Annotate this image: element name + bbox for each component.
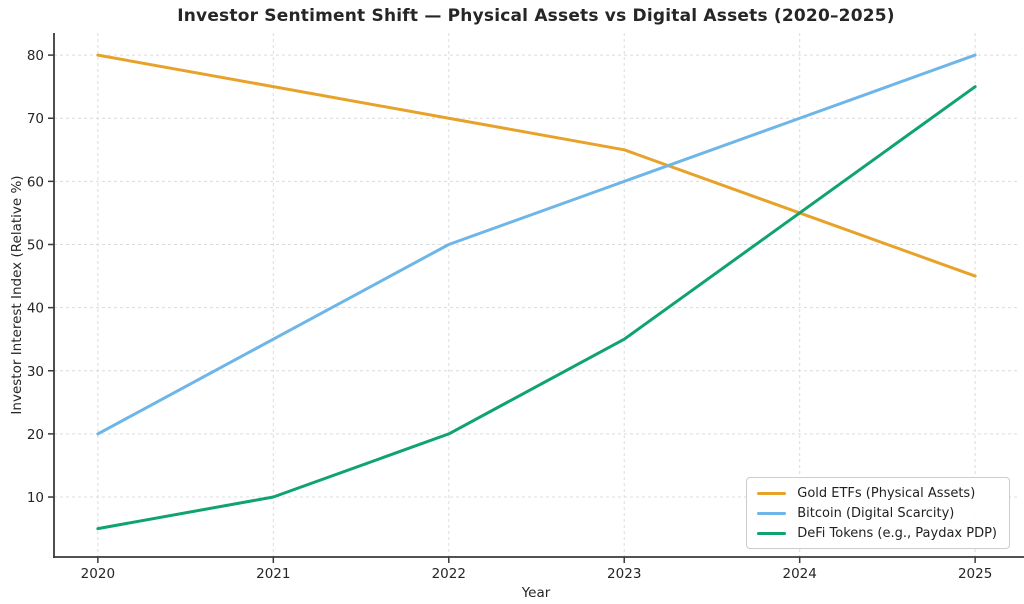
chart-title: Investor Sentiment Shift — Physical Asse…	[177, 6, 895, 26]
legend-item: DeFi Tokens (e.g., Paydax PDP)	[757, 525, 997, 541]
legend-label: DeFi Tokens (e.g., Paydax PDP)	[797, 525, 997, 541]
x-axis-label: Year	[521, 585, 551, 601]
series-line	[96, 53, 977, 436]
x-tick-label: 2025	[958, 566, 992, 582]
y-tick-label: 20	[27, 427, 44, 443]
legend: Gold ETFs (Physical Assets) Bitcoin (Digi…	[746, 477, 1010, 549]
legend-label: Gold ETFs (Physical Assets)	[797, 485, 976, 501]
x-tick-label: 2023	[607, 566, 641, 582]
y-tick-label: 10	[27, 490, 44, 506]
y-axis-label: Investor Interest Index (Relative %)	[9, 175, 25, 415]
legend-item: Bitcoin (Digital Scarcity)	[757, 505, 997, 521]
x-tick-label: 2020	[81, 566, 115, 582]
legend-swatch	[757, 511, 787, 515]
y-tick-label: 70	[27, 111, 44, 127]
y-tick-label: 60	[27, 174, 44, 190]
y-tick-label: 40	[27, 301, 44, 317]
x-tick-label: 2024	[783, 566, 817, 582]
y-tick-label: 30	[27, 364, 44, 380]
legend-item: Gold ETFs (Physical Assets)	[757, 485, 997, 501]
y-tick-label: 50	[27, 237, 44, 253]
x-tick-label: 2021	[256, 566, 290, 582]
y-tick-label: 80	[27, 48, 44, 64]
series-line	[96, 53, 977, 278]
legend-swatch	[757, 531, 787, 535]
legend-label: Bitcoin (Digital Scarcity)	[797, 505, 955, 521]
x-tick-label: 2022	[432, 566, 466, 582]
series-line	[96, 85, 977, 531]
legend-swatch	[757, 491, 787, 495]
